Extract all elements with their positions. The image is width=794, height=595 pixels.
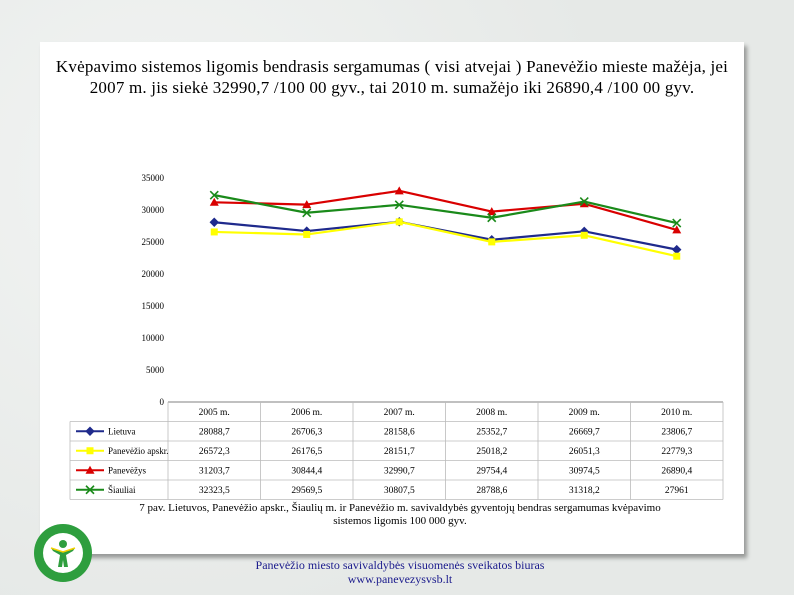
table-cell-value: 32990,7 (384, 466, 415, 476)
logo-arms-icon (50, 547, 76, 553)
series-line (214, 194, 677, 225)
series-marker (672, 218, 682, 228)
x-category-label: 2010 m. (661, 408, 692, 418)
x-category-label: 2005 m. (199, 408, 230, 418)
table-cell-value: 29754,4 (476, 466, 507, 476)
series-marker (85, 465, 95, 474)
y-tick-label: 15000 (142, 301, 165, 311)
x-category-label: 2009 m. (569, 408, 600, 418)
series-marker (672, 244, 682, 255)
footer-website[interactable]: www.panevezysvsb.lt (347, 572, 453, 586)
table-cell-value: 22779,3 (661, 447, 692, 457)
series-marker (487, 213, 497, 223)
legend-label: Panevėžio apskr. (108, 446, 168, 456)
series-marker (303, 230, 311, 238)
series-marker (672, 225, 682, 234)
table-cell-value: 25018,2 (476, 447, 507, 457)
table-cell-value: 26890,4 (661, 466, 692, 476)
footer: Panevėžio miesto savivaldybės visuomenės… (200, 558, 600, 586)
series-marker (302, 200, 312, 209)
table-cell-value: 30974,5 (569, 466, 600, 476)
x-category-label: 2008 m. (476, 408, 507, 418)
series-marker (209, 217, 219, 227)
series-marker (394, 186, 404, 195)
series-marker (209, 190, 219, 200)
series-marker (395, 218, 403, 226)
table-cell-value: 26669,7 (569, 427, 600, 437)
figure-caption: 7 pav. Lietuvos, Panevėžio apskr., Šiaul… (139, 502, 661, 527)
series-line (214, 189, 678, 231)
y-tick-label: 20000 (142, 269, 165, 279)
x-category-label: 2006 m. (291, 408, 322, 418)
series-marker (302, 208, 312, 218)
table-cell-value: 25352,7 (476, 427, 507, 437)
table-cell-value: 31203,7 (199, 466, 230, 476)
series-marker (579, 196, 589, 207)
table-cell-value: 28088,7 (199, 427, 230, 437)
legend-label: Panevėžys (108, 465, 146, 475)
table-cell-value: 23806,7 (661, 427, 692, 437)
series-marker (85, 485, 95, 495)
organization-logo-icon (34, 524, 92, 582)
table-cell-value: 29569,5 (291, 486, 322, 496)
table-cell-value: 30844,4 (291, 466, 322, 476)
series-marker (86, 447, 94, 455)
series-marker (209, 197, 219, 206)
series-marker (580, 231, 588, 239)
table-cell-value: 28151,7 (384, 447, 415, 457)
y-tick-label: 10000 (142, 333, 165, 343)
series-marker (210, 228, 218, 236)
table-cell-value: 28788,6 (476, 486, 507, 496)
y-tick-label: 5000 (146, 365, 165, 375)
table-cell-value: 30807,5 (384, 486, 415, 496)
y-tick-label: 30000 (142, 205, 165, 215)
content-card (40, 42, 744, 554)
table-cell-value: 26051,3 (569, 447, 600, 457)
series-marker (394, 200, 404, 210)
series-marker (487, 207, 497, 216)
table-cell-value: 26572,3 (199, 447, 230, 457)
series-line (214, 220, 677, 258)
legend-label: Lietuva (108, 426, 136, 436)
series-marker (673, 252, 681, 260)
legend-label: Šiauliai (108, 485, 136, 495)
footer-organization: Panevėžio miesto savivaldybės visuomenės… (255, 558, 545, 572)
x-category-label: 2007 m. (384, 408, 415, 418)
series-line (214, 220, 677, 251)
logo-figure-head-icon (59, 540, 67, 548)
series-marker (579, 199, 589, 208)
series-marker (85, 426, 95, 436)
series-marker (488, 238, 496, 246)
slide-title: Kvėpavimo sistemos ligomis bendrasis ser… (55, 57, 729, 97)
table-cell-value: 26706,3 (291, 427, 322, 437)
logo-figure-body-icon (51, 548, 75, 567)
table-cell-value: 27961 (665, 486, 689, 496)
y-tick-label: 35000 (142, 173, 165, 183)
table-cell-value: 31318,2 (569, 486, 600, 496)
y-tick-label: 0 (160, 397, 165, 407)
y-tick-label: 25000 (142, 237, 165, 247)
table-cell-value: 26176,5 (291, 447, 322, 457)
table-cell-value: 28158,6 (384, 427, 415, 437)
table-cell-value: 32323,5 (199, 486, 230, 496)
